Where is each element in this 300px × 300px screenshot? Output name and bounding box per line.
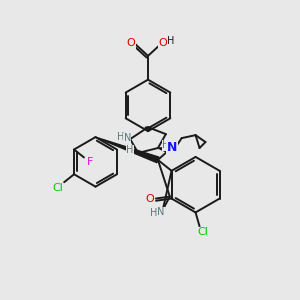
Polygon shape [158,148,168,152]
Polygon shape [95,137,159,163]
Text: O: O [127,38,136,48]
Text: O: O [158,38,167,48]
Text: N: N [157,207,165,218]
Text: H: H [117,132,124,142]
Text: F: F [87,158,93,167]
Text: O: O [146,194,154,203]
Text: N: N [167,140,177,154]
Text: N: N [124,133,131,143]
Text: H: H [127,145,134,155]
Text: Cl: Cl [53,183,64,193]
Text: H: H [150,208,158,218]
Text: Cl: Cl [197,227,208,237]
Polygon shape [145,127,151,131]
Text: H: H [167,36,175,46]
Text: H: H [162,140,169,150]
